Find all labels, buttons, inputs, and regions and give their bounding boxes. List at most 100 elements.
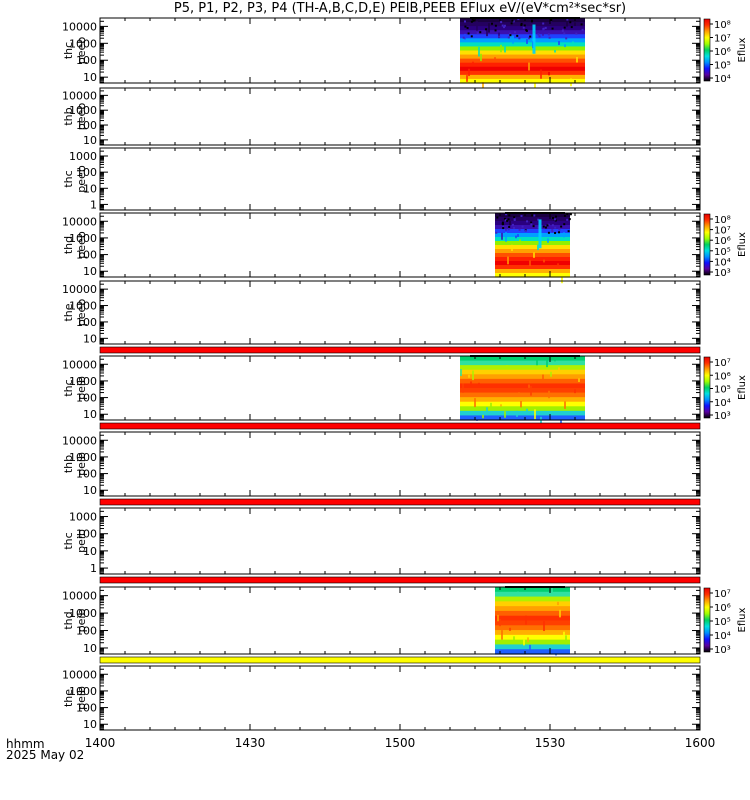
- spectrogram-pixel: [550, 371, 552, 377]
- x-tick-label: 1600: [685, 736, 716, 750]
- y-tick-label: 1000: [69, 685, 97, 698]
- y-tick-label: 10000: [62, 89, 97, 102]
- colorbar-label: Eflux: [737, 607, 748, 632]
- status-bar-red: [99, 498, 701, 506]
- spectrogram-speckle: [503, 217, 506, 220]
- spectrogram-speckle: [533, 214, 536, 217]
- y-tick-label: 10000: [62, 668, 97, 681]
- spectrogram-pixel: [504, 411, 506, 418]
- spectrogram-pixel: [527, 637, 529, 643]
- spectrogram-pixel: [554, 357, 556, 362]
- spectrogram-pixel: [512, 35, 514, 44]
- spectrogram-pixel: [554, 50, 556, 53]
- spectrogram-speckle: [512, 20, 515, 23]
- colorbar-tick-label: 10⁶: [714, 47, 731, 58]
- spectrogram-pixel: [574, 389, 576, 394]
- panel-frame: [99, 212, 701, 278]
- spectrogram-speckle: [505, 213, 508, 216]
- panel-label-product: peeb: [75, 231, 88, 259]
- panel-frame: [99, 665, 701, 731]
- spectrogram-pixel: [557, 601, 559, 606]
- spectrogram-speckle: [517, 18, 520, 21]
- y-tick-label: 10: [83, 545, 97, 558]
- spectrogram-pixel: [534, 409, 536, 420]
- colorbar-tick-label: 10⁷: [714, 226, 731, 237]
- spectrogram-band: [495, 253, 570, 258]
- spectrogram-pixel: [468, 68, 470, 77]
- spectrogram-band: [460, 54, 585, 60]
- spectrogram-band: [460, 383, 585, 389]
- spectrogram-speckle: [502, 225, 505, 228]
- spectrogram-band: [495, 630, 570, 636]
- spectrogram-band: [460, 415, 585, 421]
- spectrogram-speckle: [551, 230, 554, 233]
- spectrogram-speckle: [516, 34, 519, 37]
- spectrogram-speckle: [532, 225, 535, 228]
- spectrogram-pixel: [509, 220, 511, 226]
- y-tick-label: 10: [83, 484, 97, 497]
- colorbar-label: Eflux: [737, 375, 748, 400]
- y-tick-label: 100: [76, 702, 97, 715]
- y-tick-label: 1: [90, 562, 97, 575]
- date-label: 2025 May 02: [6, 748, 85, 762]
- x-tick-label: 1500: [385, 736, 416, 750]
- spectrogram-speckle: [550, 19, 553, 22]
- spectrogram-band: [495, 625, 570, 631]
- spectrogram-speckle: [521, 225, 524, 228]
- colorbar-tick-label: 10⁷: [714, 589, 731, 600]
- spectrogram-band: [495, 587, 570, 593]
- spectrogram-pixel: [501, 630, 503, 640]
- colorbar-tick-label: 10³: [714, 645, 731, 656]
- spectrogram-band: [460, 397, 585, 403]
- spectrogram-band: [460, 388, 585, 394]
- panel-label-probe: thd: [62, 611, 75, 629]
- y-tick-label: 100: [76, 392, 97, 405]
- spectrogram-speckle: [565, 37, 568, 40]
- spectrogram-band: [460, 66, 585, 72]
- y-tick-label: 1000: [69, 300, 97, 313]
- spectrogram-speckle: [503, 24, 506, 27]
- spectrogram-speckle: [542, 225, 545, 228]
- spectrogram-speckle: [472, 19, 475, 22]
- spectrogram-speckle: [495, 231, 498, 234]
- spectrogram-speckle: [548, 36, 551, 39]
- spectrogram-pixel: [513, 636, 515, 643]
- colorbar-tick-label: 10⁵: [714, 617, 731, 628]
- spectrogram-pixel: [576, 57, 578, 63]
- spectrogram-speckle: [569, 21, 572, 24]
- spectrogram-pixel: [499, 618, 501, 627]
- spectrogram-pixel: [486, 407, 488, 416]
- spectrogram-speckle: [494, 29, 497, 32]
- y-tick-label: 1000: [69, 232, 97, 245]
- status-bar-red: [99, 346, 701, 354]
- colorbar-tick-label: 10⁴: [714, 257, 731, 268]
- spectrogram-pixel: [472, 370, 474, 381]
- spectrogram-band: [495, 644, 570, 650]
- y-tick-label: 10000: [62, 283, 97, 296]
- y-tick-label: 10: [83, 134, 97, 147]
- y-tick-label: 100: [76, 249, 97, 262]
- panel-label-probe: thd: [62, 236, 75, 254]
- spectrogram-pixel: [564, 401, 566, 409]
- y-tick-label: 1000: [69, 511, 97, 524]
- spectrogram-band: [495, 249, 570, 254]
- spectrogram-band: [495, 596, 570, 602]
- y-tick-label: 100: [76, 468, 97, 481]
- spectrogram-speckle: [507, 36, 510, 39]
- spectrogram-pixel: [578, 378, 580, 382]
- spectrogram-speckle: [507, 228, 510, 231]
- colorbar-tick-label: 10⁸: [714, 215, 731, 226]
- spectrogram-pixel: [466, 75, 468, 82]
- y-tick-label: 10: [83, 332, 97, 345]
- panel-label-product: peib: [75, 376, 88, 400]
- colorbar-tick-label: 10⁶: [714, 603, 731, 614]
- y-tick-label: 1000: [69, 150, 97, 163]
- spectrogram-speckle: [563, 223, 566, 226]
- spectrogram-pixel: [501, 232, 503, 240]
- colorbar-tick-label: 10⁵: [714, 61, 731, 72]
- spectrogram-spike: [532, 24, 536, 54]
- spectrogram-speckle: [563, 214, 566, 217]
- spectrogram-pixel: [570, 78, 572, 87]
- spectrogram-speckle: [560, 225, 563, 228]
